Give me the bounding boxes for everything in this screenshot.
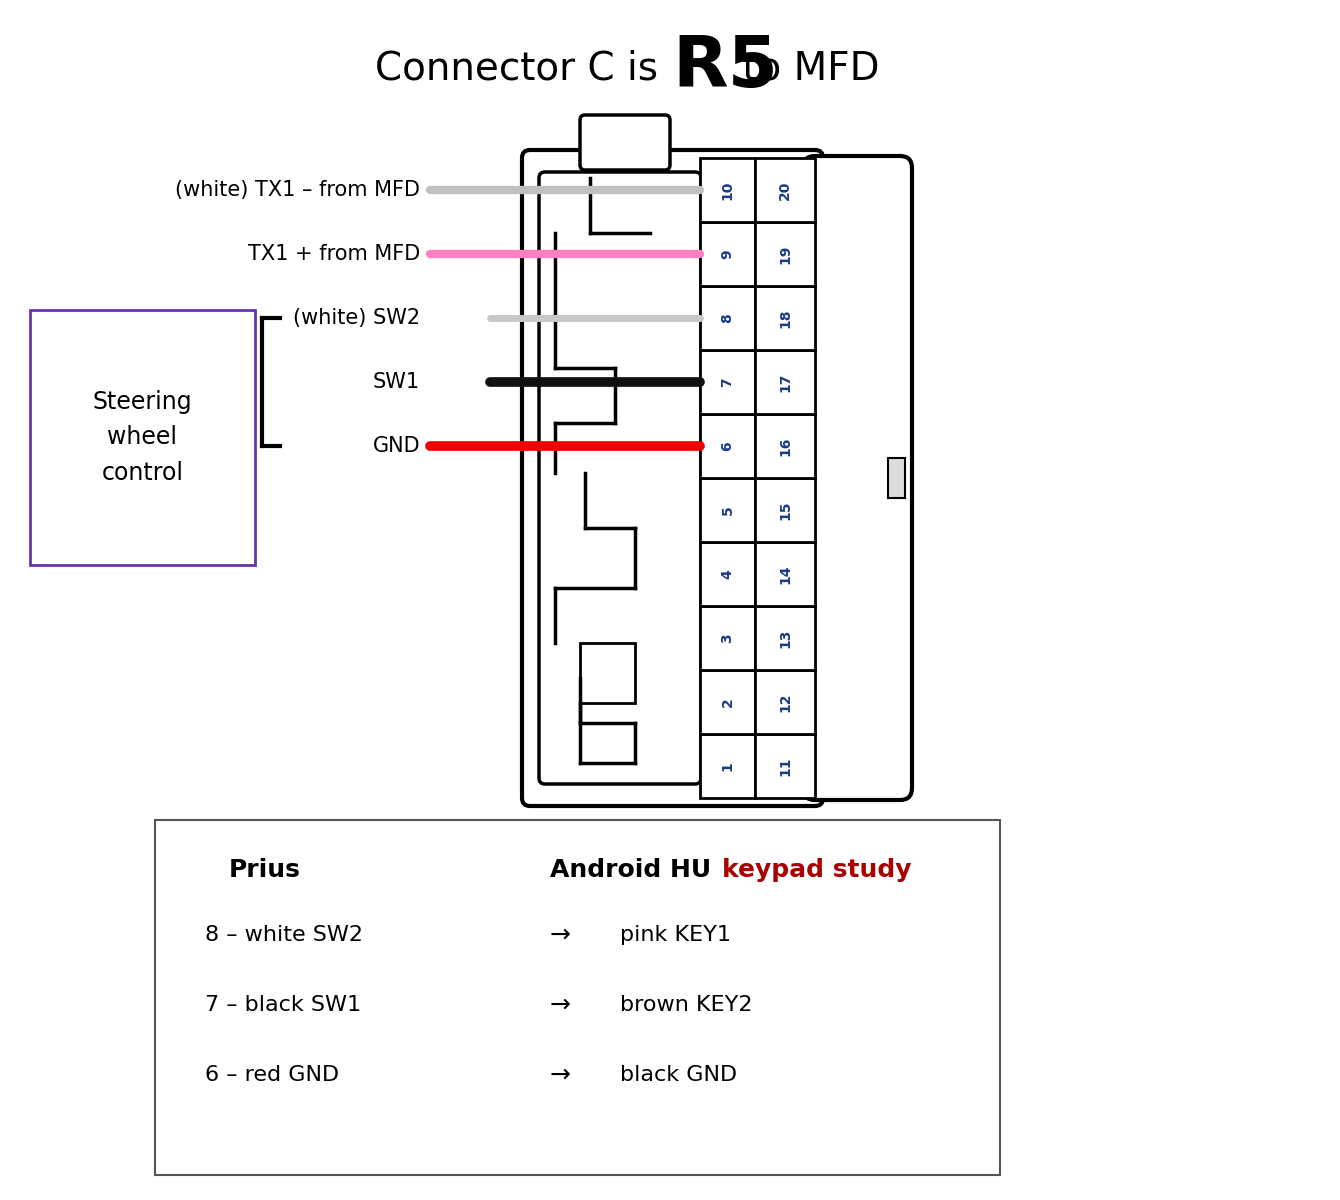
FancyBboxPatch shape [539, 172, 701, 784]
Text: 8: 8 [721, 313, 734, 323]
Text: 3: 3 [721, 634, 734, 643]
Text: 18: 18 [779, 308, 792, 328]
Bar [699, 734, 754, 798]
Bar [699, 350, 754, 414]
Bar [754, 350, 815, 414]
FancyBboxPatch shape [803, 156, 913, 800]
Text: 15: 15 [779, 500, 792, 520]
Bar [590, 176, 650, 230]
Bar [888, 458, 905, 498]
Text: 5: 5 [721, 505, 734, 515]
Text: brown KEY2: brown KEY2 [620, 995, 753, 1015]
Text: 4: 4 [721, 569, 734, 578]
Text: Connector C is: Connector C is [375, 49, 670, 86]
Bar [754, 414, 815, 478]
Text: 6 – red GND: 6 – red GND [205, 1066, 339, 1085]
Text: to MFD: to MFD [730, 49, 879, 86]
Bar [699, 670, 754, 734]
Text: Android HU: Android HU [551, 858, 720, 882]
Text: 8 – white SW2: 8 – white SW2 [205, 925, 363, 946]
Text: →: → [549, 994, 571, 1018]
Bar [699, 158, 754, 222]
Text: keypad study: keypad study [722, 858, 911, 882]
Bar [699, 222, 754, 286]
Text: (white) SW2: (white) SW2 [293, 308, 419, 328]
FancyBboxPatch shape [523, 150, 823, 806]
Text: pink KEY1: pink KEY1 [620, 925, 732, 946]
Text: Steering
wheel
control: Steering wheel control [92, 390, 193, 485]
Bar [754, 478, 815, 542]
Bar [29, 310, 255, 565]
Bar [754, 158, 815, 222]
Bar [754, 606, 815, 670]
Text: black GND: black GND [620, 1066, 737, 1085]
Text: 2: 2 [721, 697, 734, 707]
Text: 11: 11 [779, 756, 792, 775]
Text: SW1: SW1 [373, 372, 419, 392]
Text: 9: 9 [721, 250, 734, 259]
Text: R5: R5 [671, 34, 779, 102]
Text: 7: 7 [721, 377, 734, 386]
Text: 10: 10 [721, 180, 734, 199]
Bar [754, 286, 815, 350]
Bar [580, 643, 635, 703]
Text: TX1 + from MFD: TX1 + from MFD [248, 244, 419, 264]
Bar [754, 542, 815, 606]
Text: (white) TX1 – from MFD: (white) TX1 – from MFD [176, 180, 419, 200]
Text: Prius: Prius [229, 858, 302, 882]
Bar [754, 734, 815, 798]
Bar [754, 670, 815, 734]
Text: →: → [549, 1063, 571, 1087]
Bar [155, 820, 1000, 1175]
Bar [699, 478, 754, 542]
Text: GND: GND [373, 436, 419, 456]
Text: 16: 16 [779, 437, 792, 456]
Bar [699, 414, 754, 478]
Text: 12: 12 [779, 692, 792, 712]
Bar [754, 222, 815, 286]
Text: 20: 20 [779, 180, 792, 199]
Text: 7 – black SW1: 7 – black SW1 [205, 995, 360, 1015]
Text: 17: 17 [779, 372, 792, 391]
Text: 19: 19 [779, 245, 792, 264]
Bar [699, 542, 754, 606]
Text: 14: 14 [779, 564, 792, 583]
Text: 6: 6 [721, 442, 734, 451]
Text: →: → [549, 923, 571, 947]
FancyBboxPatch shape [580, 115, 670, 170]
Bar [699, 606, 754, 670]
Bar [699, 286, 754, 350]
Text: 13: 13 [779, 629, 792, 648]
Text: 1: 1 [721, 761, 734, 770]
